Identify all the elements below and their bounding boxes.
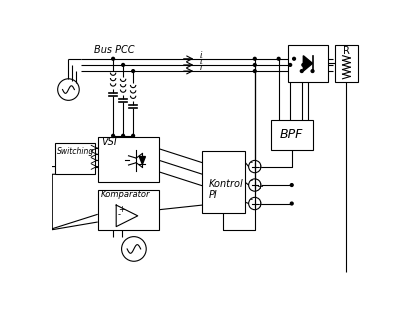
Circle shape	[132, 70, 135, 73]
Bar	[202, 151, 245, 213]
Circle shape	[302, 64, 305, 66]
Polygon shape	[303, 56, 313, 71]
Text: Kontrol
PI: Kontrol PI	[208, 179, 243, 201]
Text: +: +	[256, 163, 263, 172]
Bar	[335, 45, 358, 82]
Bar	[98, 190, 159, 230]
Circle shape	[300, 70, 303, 73]
Text: Bus PCC: Bus PCC	[94, 45, 135, 55]
Circle shape	[290, 184, 293, 186]
Text: -: -	[249, 158, 252, 167]
Text: i: i	[199, 51, 202, 60]
Circle shape	[292, 57, 295, 60]
Text: R: R	[343, 46, 350, 56]
Circle shape	[311, 70, 314, 73]
Circle shape	[253, 64, 256, 66]
Text: VSI: VSI	[101, 137, 116, 147]
Circle shape	[277, 57, 280, 60]
Text: +: +	[256, 182, 263, 191]
Bar	[271, 120, 314, 150]
Text: BPF: BPF	[280, 128, 303, 141]
Polygon shape	[139, 157, 145, 164]
Circle shape	[132, 134, 135, 137]
Polygon shape	[116, 205, 138, 227]
Bar	[98, 137, 159, 182]
Text: Komparator: Komparator	[101, 190, 150, 199]
Circle shape	[253, 70, 256, 73]
Circle shape	[290, 202, 293, 205]
Text: +: +	[256, 200, 263, 209]
Text: Switching: Switching	[57, 147, 94, 156]
Text: -: -	[118, 210, 121, 219]
Text: +: +	[118, 205, 124, 214]
Circle shape	[112, 57, 114, 60]
Circle shape	[289, 64, 292, 66]
Text: i: i	[199, 57, 202, 66]
Circle shape	[122, 64, 124, 66]
Circle shape	[122, 134, 124, 137]
Circle shape	[253, 57, 256, 60]
Text: -: -	[249, 176, 252, 185]
Bar	[55, 144, 95, 174]
Bar	[288, 45, 328, 82]
Circle shape	[112, 134, 114, 137]
Text: i: i	[199, 63, 202, 72]
Text: -: -	[249, 195, 252, 204]
